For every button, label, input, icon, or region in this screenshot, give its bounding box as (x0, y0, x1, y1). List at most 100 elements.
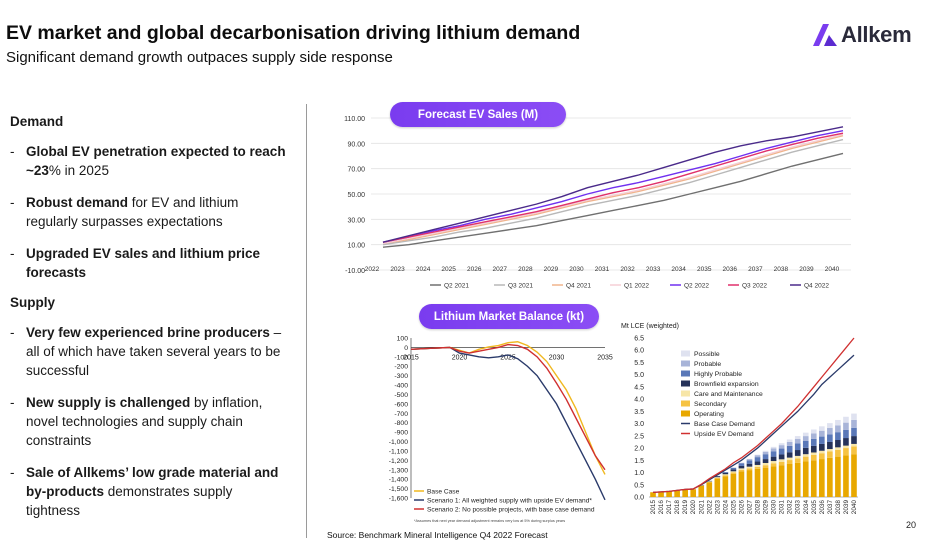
lce-bar-segment (835, 447, 841, 450)
supply-heading: Supply (10, 295, 56, 310)
lce-bar-segment (819, 436, 825, 444)
bullet-rest: % in 2025 (48, 163, 109, 178)
bullet-dash: - (10, 325, 15, 340)
demand-bullet-3: - Upgraded EV sales and lithium price fo… (10, 244, 300, 282)
lce-x-tick-label: 2023 (714, 500, 721, 515)
bullet-bold: Very few experienced brine producers (26, 325, 270, 340)
lce-y-tick-label: 3.5 (634, 409, 644, 416)
ev-x-tick-label: 2023 (390, 266, 405, 273)
lce-bar-segment (802, 440, 809, 448)
ev-x-tick-label: 2032 (620, 266, 635, 273)
bullet-text: Robust demand for EV and lithium regular… (26, 193, 286, 231)
lce-x-tick-label: 2025 (730, 500, 737, 515)
lce-bar-segment (754, 464, 761, 467)
ev-x-tick-label: 2022 (365, 266, 380, 273)
ev-legend-label: Q3 2021 (508, 283, 533, 290)
bullet-rest: – all of which have taken several years … (26, 325, 282, 378)
lce-bar-segment (802, 454, 809, 457)
lce-bar-segment (786, 463, 793, 497)
lce-bar-segment (722, 472, 729, 475)
lce-x-tick-label: 2029 (763, 500, 770, 515)
lce-bar-segment (851, 419, 857, 428)
lce-bar-segment (754, 461, 761, 465)
page-subtitle: Significant demand growth outpaces suppl… (6, 49, 393, 66)
lce-bar-segment (754, 455, 761, 458)
balance-y-tick-label: -300 (394, 373, 408, 380)
lce-x-tick-label: 2036 (819, 500, 826, 515)
lce-x-tick-label: 2017 (666, 500, 673, 515)
vertical-divider (306, 104, 307, 538)
lce-bar-segment (714, 478, 721, 497)
lce-bar-segment (786, 460, 793, 464)
supply-bullet-1: - Very few experienced brine producers –… (10, 323, 300, 380)
bullet-dash: - (10, 465, 15, 480)
lce-bar-segment (835, 449, 841, 457)
lce-y-tick-label: 4.0 (634, 397, 644, 404)
lce-bar-segment (778, 461, 785, 466)
lce-bar-segment (738, 462, 745, 464)
lce-demand-line-1 (652, 337, 855, 494)
page-title: EV market and global decarbonisation dri… (6, 22, 581, 44)
lce-bar-segment (730, 469, 737, 472)
lce-y-tick-label: 6.5 (634, 336, 644, 343)
lce-x-tick-label: 2040 (851, 500, 858, 515)
lce-bar-segment (843, 445, 849, 449)
lce-bar-segment (762, 467, 769, 497)
lce-bar-segment (827, 451, 833, 458)
lce-bar-segment (786, 452, 793, 458)
lce-bar-segment (851, 446, 857, 455)
ev-y-tick-label: 30.00 (347, 217, 365, 224)
lce-bar-segment (778, 454, 785, 460)
lce-y-tick-label: 2.0 (634, 446, 644, 453)
lce-bar-segment (835, 456, 841, 497)
lce-bar-segment (851, 443, 857, 447)
lce-bar-segment (835, 425, 841, 433)
balance-y-tick-label: 100 (397, 336, 409, 343)
lce-bar-segment (835, 440, 841, 448)
lce-bar-segment (746, 460, 753, 464)
lce-bar-segment (730, 473, 737, 497)
lce-bar-segment (786, 439, 793, 442)
lce-bar-segment (762, 451, 769, 455)
lce-y-tick-label: 1.0 (634, 470, 644, 477)
lce-bar-segment (794, 450, 801, 456)
ev-y-tick-label: 90.00 (347, 141, 365, 148)
lce-bar-segment (778, 448, 785, 455)
balance-y-tick-label: -900 (394, 430, 408, 437)
ev-x-tick-label: 2034 (671, 266, 686, 273)
lce-bar-segment (794, 458, 801, 463)
lce-bar-segment (810, 452, 817, 455)
ev-x-tick-label: 2027 (493, 266, 508, 273)
balance-x-tick-label: 2015 (403, 354, 419, 361)
lce-bar-segment (778, 443, 785, 446)
lce-bar-segment (810, 438, 817, 446)
lce-bar-segment (738, 465, 745, 469)
lce-bar-segment (690, 489, 697, 497)
lce-x-tick-label: 2030 (771, 500, 778, 515)
lce-bar-segment (722, 474, 729, 476)
lce-bar-segment (851, 427, 857, 437)
lce-bar-segment (819, 430, 825, 437)
balance-y-tick-label: -1,400 (389, 477, 408, 484)
lce-bar-segment (827, 457, 833, 497)
lce-bar-segment (819, 453, 825, 460)
lce-x-tick-label: 2021 (698, 500, 705, 515)
lce-bar-segment (835, 432, 841, 441)
lce-legend-label: Upside EV Demand (694, 431, 754, 438)
lce-bar-segment (730, 472, 737, 474)
lce-bar-segment (794, 462, 801, 497)
lce-bar-segment (810, 454, 817, 461)
lce-bar-segment (810, 460, 817, 497)
lce-bar-segment (794, 443, 801, 451)
lce-legend-swatch (681, 360, 690, 367)
lce-bar-segment (851, 436, 857, 444)
lce-bar-segment (827, 449, 833, 452)
lce-bar-segment (762, 459, 769, 463)
ev-x-tick-label: 2025 (441, 266, 456, 273)
lce-bar-segment (770, 461, 777, 464)
lce-legend-label: Probable (694, 361, 721, 368)
balance-legend-label: Scenario 2: No possible projects, with b… (427, 507, 595, 514)
lce-bar-segment (794, 455, 801, 459)
balance-y-tick-label: -1,500 (389, 486, 408, 493)
lce-bar-segment (843, 429, 849, 439)
